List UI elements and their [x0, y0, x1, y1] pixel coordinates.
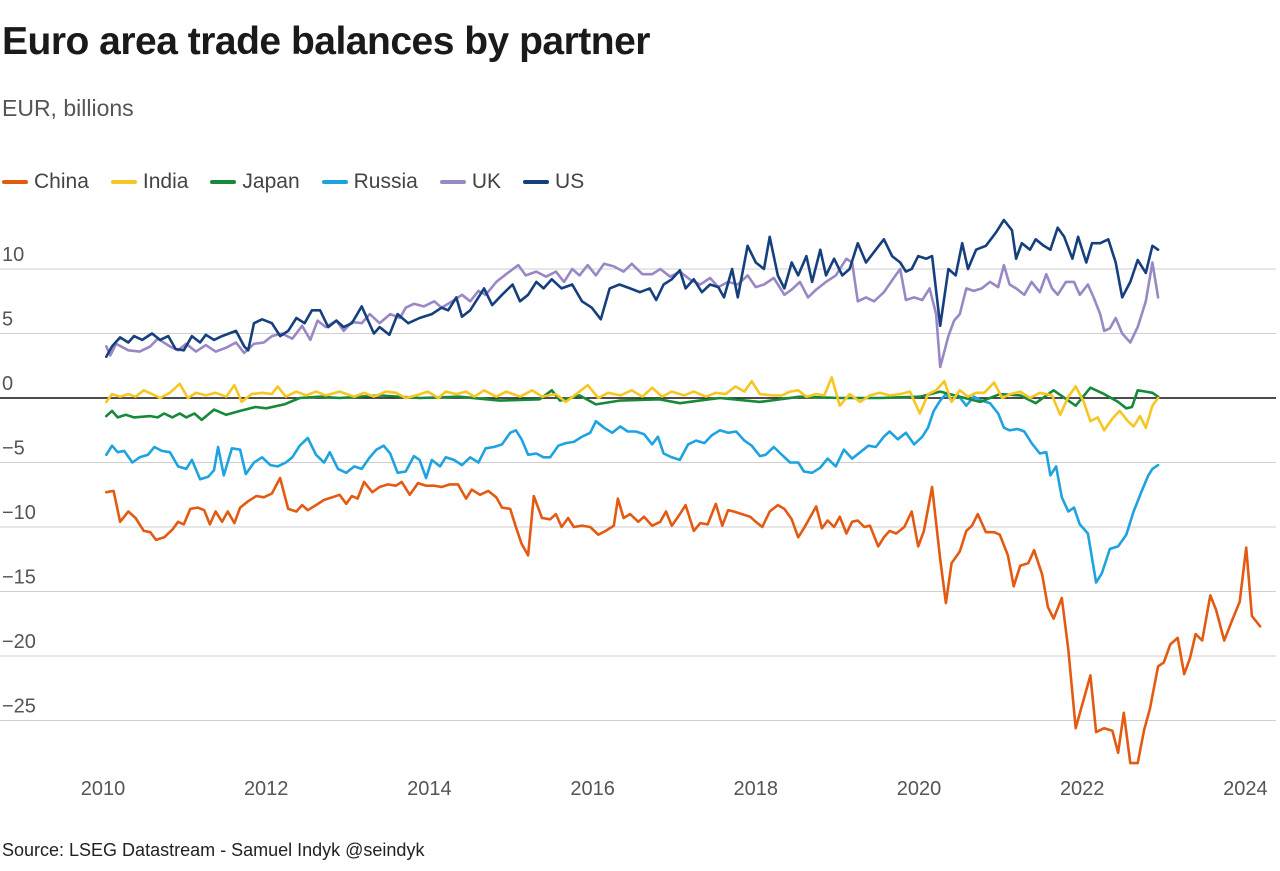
series-line-russia	[105, 392, 1160, 584]
legend-item-uk: UK	[439, 170, 502, 194]
x-tick-label: 2022	[1060, 778, 1105, 800]
y-tick-label: −20	[2, 631, 36, 653]
source-note: Source: LSEG Datastream - Samuel Indyk @…	[2, 840, 425, 860]
series-line-japan	[105, 386, 1160, 422]
y-tick-label: −10	[2, 502, 36, 524]
legend-label: Russia	[353, 170, 418, 193]
legend-label: US	[555, 170, 585, 193]
y-tick-label: 0	[2, 373, 13, 395]
x-tick-label: 2014	[407, 778, 452, 800]
x-tick-label: 2016	[570, 778, 615, 800]
x-tick-label: 2012	[244, 778, 289, 800]
x-tick-label: 2020	[897, 778, 942, 800]
legend-swatch	[210, 180, 237, 184]
series-line-india	[105, 376, 1160, 432]
legend-label: China	[34, 170, 89, 193]
legend: China India Japan Russia UK US	[2, 170, 606, 194]
y-tick-label: 5	[2, 309, 13, 331]
legend-label: Japan	[242, 170, 300, 193]
y-tick-label: 10	[2, 244, 24, 266]
legend-item-us: US	[523, 170, 584, 194]
series-line-uk	[105, 257, 1160, 369]
legend-swatch	[523, 180, 550, 184]
y-tick-label: −5	[2, 438, 25, 460]
legend-label: UK	[471, 170, 502, 193]
legend-label: India	[142, 170, 189, 193]
y-tick-label: −25	[2, 696, 36, 718]
series-line-us	[105, 218, 1160, 359]
legend-swatch	[321, 180, 348, 184]
legend-item-india: India	[110, 170, 189, 194]
legend-item-japan: Japan	[210, 170, 300, 194]
legend-swatch	[2, 180, 28, 184]
x-tick-label: 2010	[81, 778, 126, 800]
x-tick-label: 2018	[734, 778, 779, 800]
legend-item-china: China	[2, 170, 89, 194]
series-line-china	[105, 476, 1262, 765]
x-tick-label: 2024	[1223, 778, 1268, 800]
legend-swatch	[439, 180, 466, 184]
chart-title: Euro area trade balances by partner	[2, 20, 650, 63]
y-tick-label: −15	[2, 567, 36, 589]
legend-item-russia: Russia	[321, 170, 418, 194]
chart-subtitle: EUR, billions	[2, 95, 134, 121]
legend-swatch	[110, 180, 137, 184]
